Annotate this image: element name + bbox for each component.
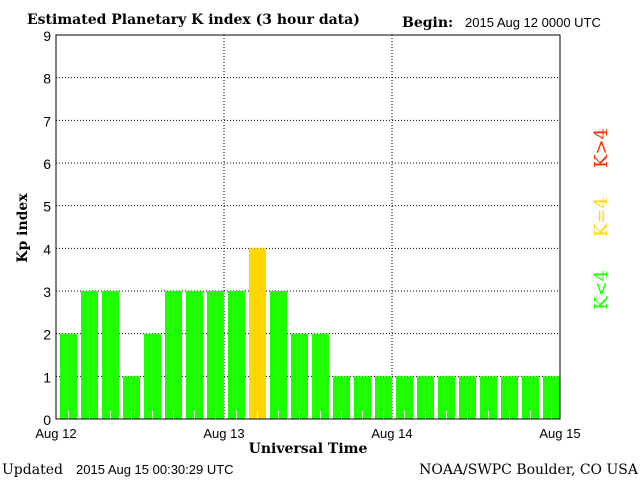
y-tick-label: 6 <box>43 156 51 172</box>
y-ticks: 0 1 2 3 4 5 6 7 8 9 <box>43 28 51 428</box>
kp-bar <box>81 291 98 419</box>
kp-bar <box>291 333 308 419</box>
kp-bar <box>459 376 476 419</box>
plot-frame <box>55 34 561 420</box>
kp-bar <box>270 291 287 419</box>
credit: NOAA/SWPC Boulder, CO USA <box>419 462 639 478</box>
begin-label: Begin: <box>402 15 453 31</box>
kp-bar <box>144 333 161 419</box>
kp-bar <box>438 376 455 419</box>
kp-bar <box>501 376 518 419</box>
y-tick-label: 8 <box>43 71 51 87</box>
kp-bar <box>480 376 497 419</box>
x-tick-label: Aug 14 <box>371 426 412 441</box>
x-tick-label: Aug 12 <box>35 426 76 441</box>
legend-item-above4: K>4 <box>591 128 612 168</box>
kp-bar <box>312 333 329 419</box>
begin-value: 2015 Aug 12 0000 UTC <box>465 15 601 30</box>
kp-bar <box>396 376 413 419</box>
updated-label: Updated <box>2 462 63 478</box>
chart-title: Estimated Planetary K index (3 hour data… <box>27 12 360 28</box>
y-tick-label: 5 <box>43 199 51 215</box>
kp-bar <box>522 376 539 419</box>
kp-bar <box>102 291 119 419</box>
y-tick-label: 1 <box>43 369 51 385</box>
x-tick-label: Aug 15 <box>539 426 580 441</box>
x-axis-label: Universal Time <box>249 441 368 457</box>
y-tick-label: 3 <box>43 284 51 300</box>
y-tick-label: 9 <box>43 28 51 44</box>
kp-bar <box>333 376 350 419</box>
y-tick-label: 7 <box>43 113 51 129</box>
kp-bar <box>123 376 140 419</box>
kp-bar <box>207 291 224 419</box>
legend: K<4 K=4 K>4 <box>591 128 612 310</box>
kp-bar <box>417 376 434 419</box>
y-tick-label: 2 <box>43 327 51 343</box>
grid <box>56 35 560 419</box>
kp-bar <box>186 291 203 419</box>
kp-bar <box>249 248 266 419</box>
legend-item-below4: K<4 <box>591 270 612 310</box>
y-axis-label: Kp index <box>15 193 31 263</box>
kp-bar <box>375 376 392 419</box>
kp-bar <box>354 376 371 419</box>
x-ticks: Aug 12 Aug 13 Aug 14 Aug 15 <box>35 426 580 441</box>
kp-bar <box>543 376 560 419</box>
y-tick-label: 4 <box>43 241 51 257</box>
bars <box>60 248 560 419</box>
updated-value: 2015 Aug 15 00:30:29 UTC <box>76 462 234 477</box>
kp-bar <box>228 291 245 419</box>
y-tick-label: 0 <box>43 412 51 428</box>
x-tick-label: Aug 13 <box>203 426 244 441</box>
legend-item-equal4: K=4 <box>591 197 612 237</box>
kp-bar <box>60 333 77 419</box>
kp-bar <box>165 291 182 419</box>
